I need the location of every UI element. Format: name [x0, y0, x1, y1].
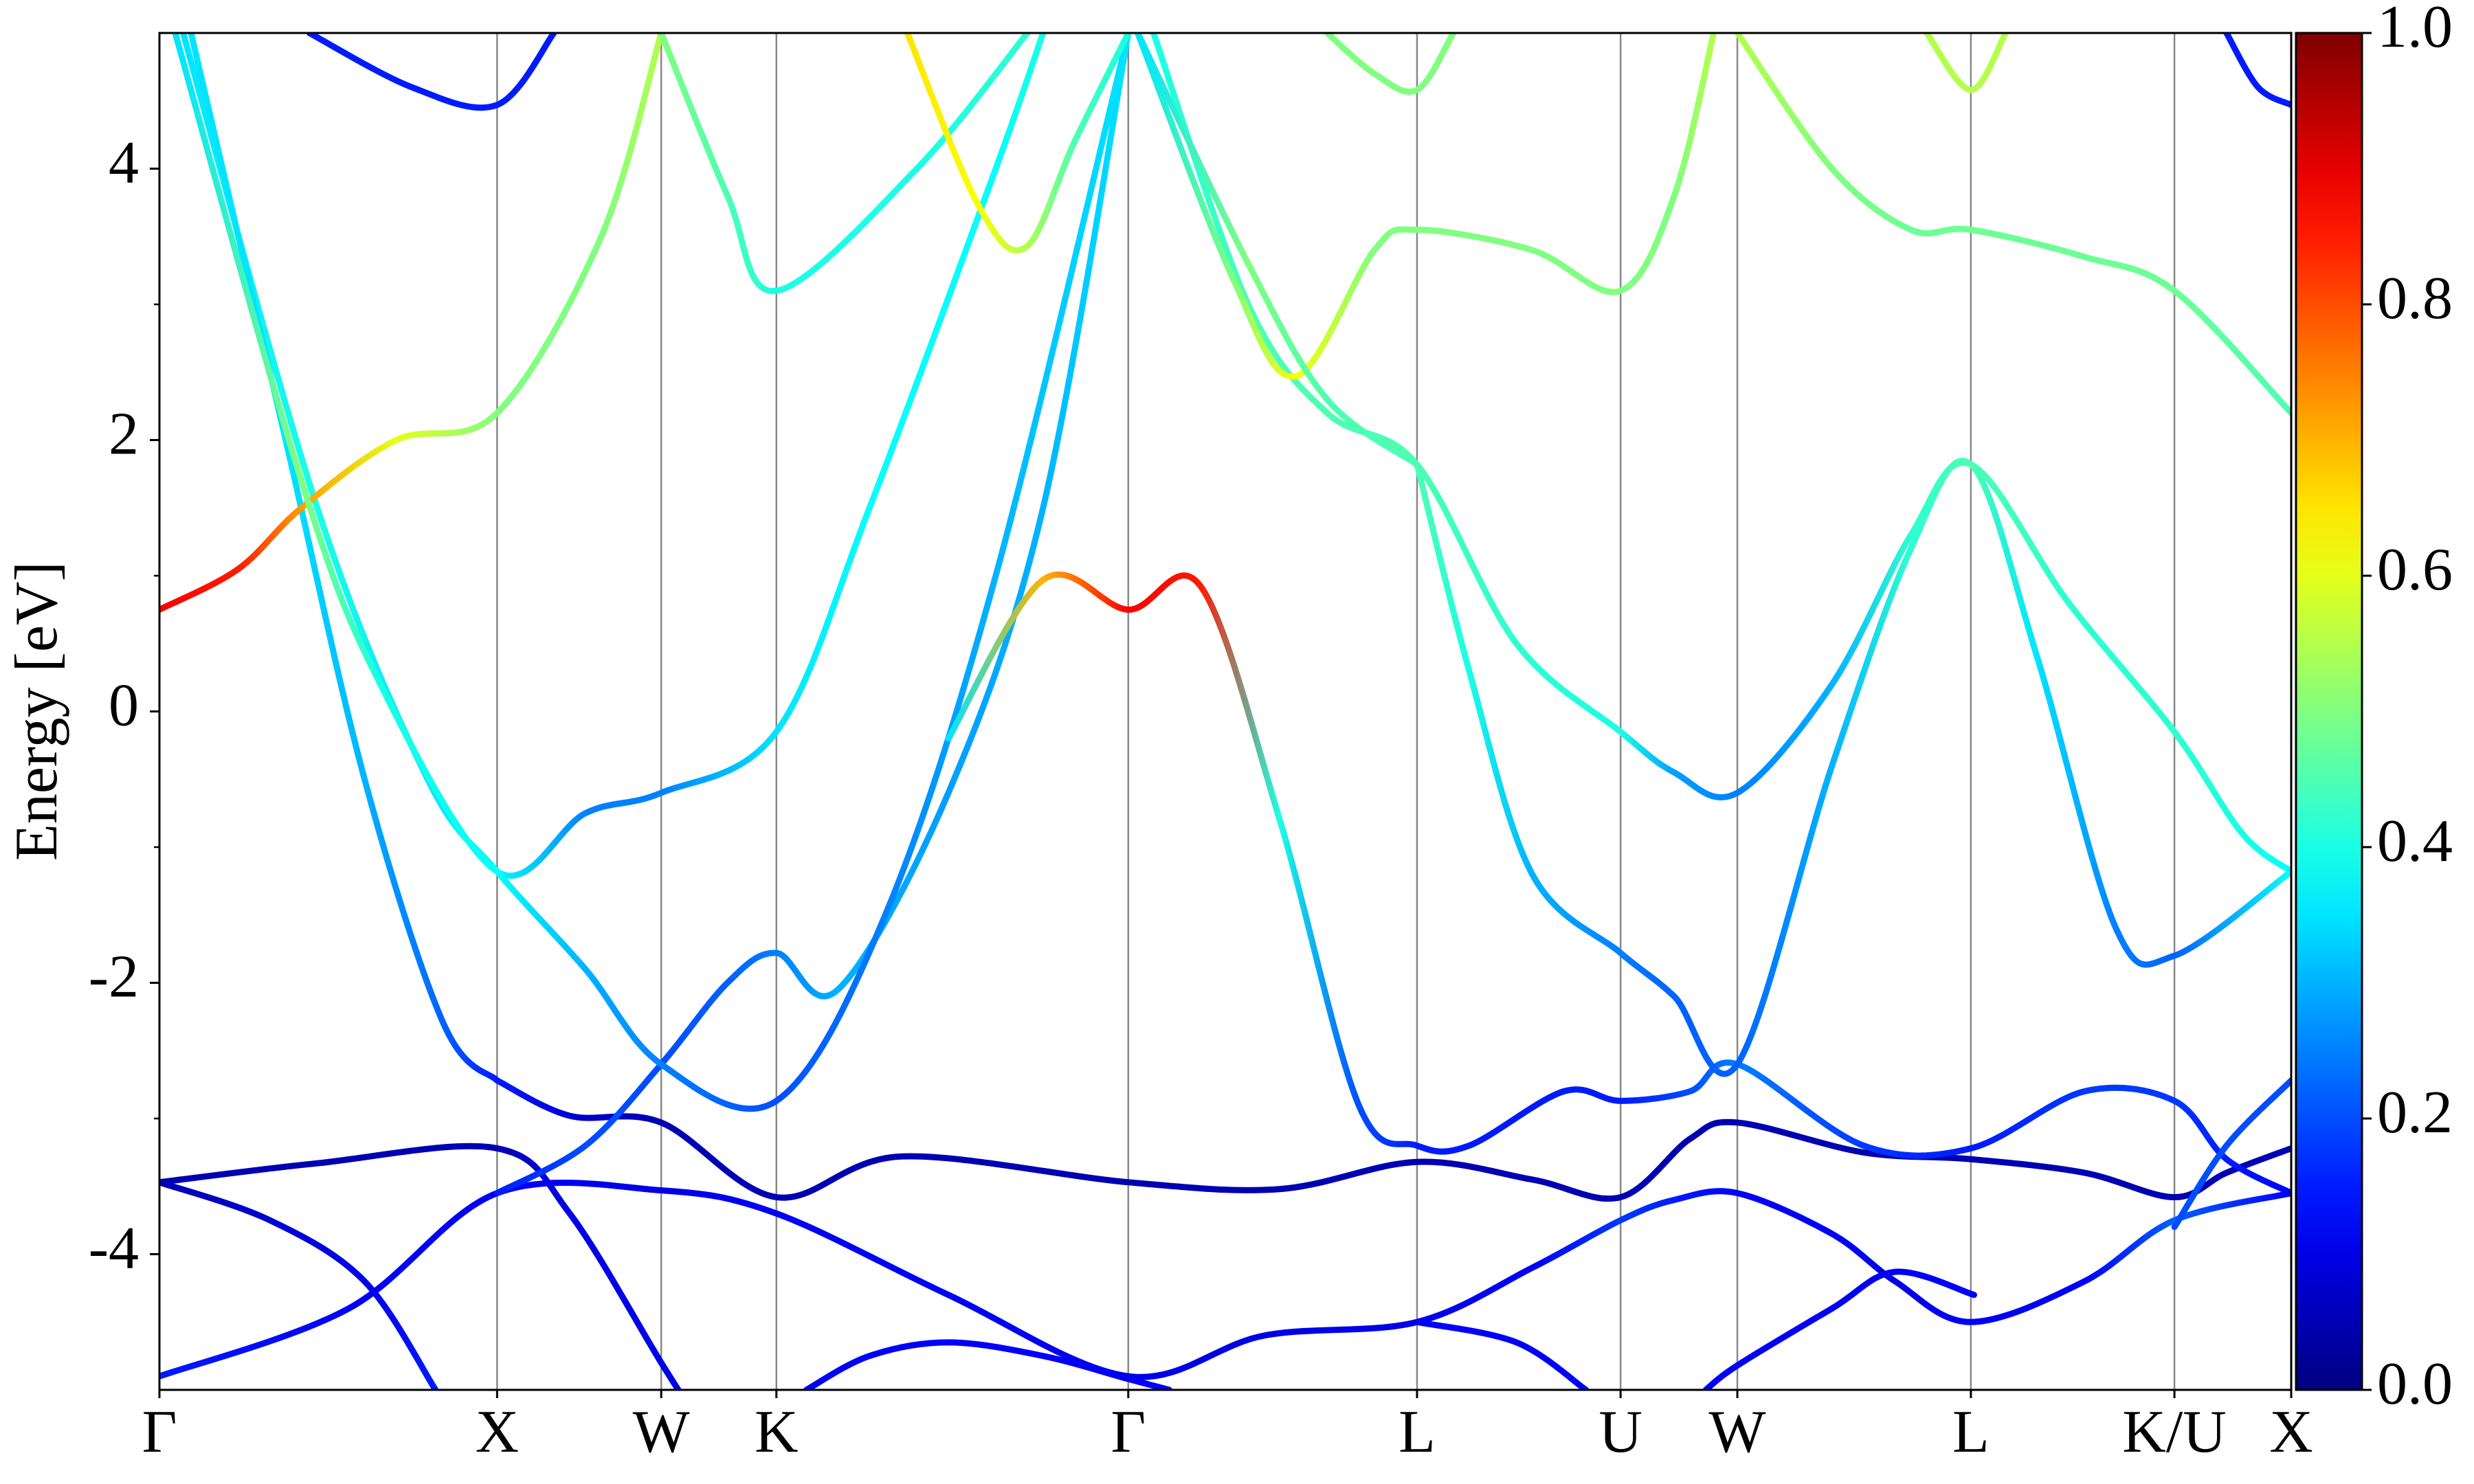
band-line — [803, 1339, 1172, 1390]
y-tick-label: 4 — [109, 130, 139, 196]
band-line — [188, 33, 500, 1084]
x-tick-label: Γ — [1111, 1399, 1146, 1465]
x-tick-label: L — [1952, 1399, 1990, 1465]
band-line — [493, 33, 1132, 1197]
band-line — [1135, 33, 1717, 380]
band-line — [658, 33, 1031, 294]
band-line — [945, 571, 2291, 1197]
band-line — [1734, 33, 2291, 416]
bands — [159, 33, 2291, 1390]
band-line — [1324, 33, 1457, 95]
band-line — [159, 33, 665, 613]
x-tick-label: K — [755, 1399, 799, 1465]
x-tick-label: W — [633, 1399, 690, 1465]
band-line — [172, 33, 1047, 879]
band-line — [159, 1179, 439, 1390]
x-tick-label: K/U — [2122, 1399, 2227, 1465]
plot-frame — [158, 32, 2293, 1391]
colorbar-tick-label: 0.8 — [2377, 265, 2453, 332]
colorbar-tick-label: 0.2 — [2377, 1079, 2453, 1146]
x-tick-label: U — [1598, 1399, 1642, 1465]
band-line — [1150, 33, 2291, 875]
colorbar-tick-label: 1.0 — [2377, 0, 2453, 60]
colorbar-tick-label: 0.4 — [2377, 808, 2453, 875]
band-line — [1414, 1318, 1590, 1390]
band-line — [1414, 458, 2291, 1077]
band-line — [159, 1179, 2291, 1380]
y-tick-label: -4 — [89, 1215, 139, 1282]
band-line — [2171, 1077, 2291, 1230]
y-tick-label: -2 — [89, 944, 139, 1011]
colorbar-tick-label: 0.6 — [2377, 537, 2453, 603]
band-line — [1702, 1268, 1977, 1390]
band-line — [2223, 33, 2291, 109]
band-line — [306, 33, 557, 111]
band-line — [179, 33, 1132, 1112]
y-axis-label: Energy [eV] — [3, 561, 70, 861]
band-line — [1135, 33, 1420, 468]
band-line — [493, 1077, 2291, 1202]
x-tick-label: W — [1709, 1399, 1766, 1465]
y-tick-label: 0 — [109, 673, 139, 739]
band-line — [904, 33, 1132, 254]
x-tick-label: X — [476, 1399, 520, 1465]
colorbar — [2295, 32, 2363, 1391]
x-tick-label: L — [1398, 1399, 1436, 1465]
y-tick-label: 2 — [109, 401, 139, 468]
band-line — [159, 1143, 682, 1390]
x-tick-label: X — [2269, 1399, 2313, 1465]
colorbar-tick-label: 0.0 — [2377, 1351, 2453, 1417]
band-line — [1924, 33, 2009, 93]
x-tick-label: Γ — [142, 1399, 177, 1465]
